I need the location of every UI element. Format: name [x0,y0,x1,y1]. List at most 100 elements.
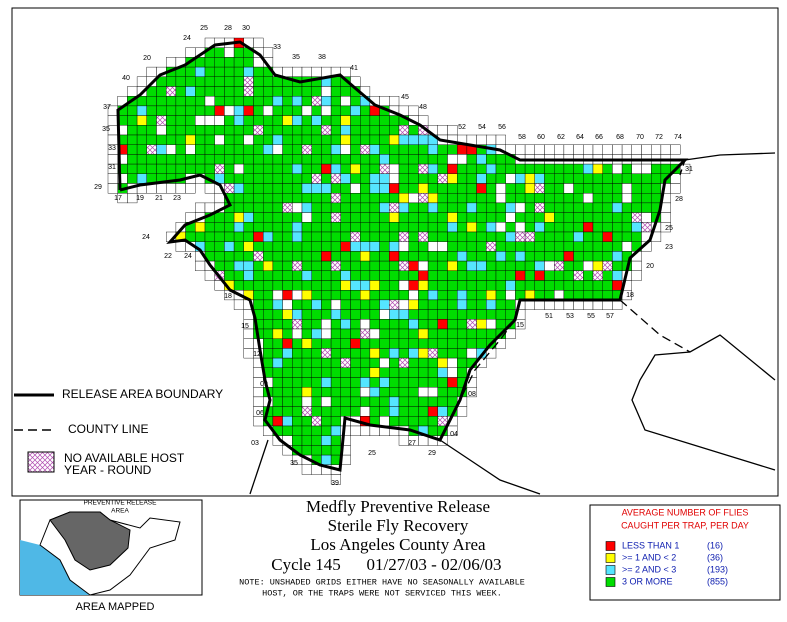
grid-label: 24 [183,35,191,42]
grid-label: 03 [251,440,259,447]
grid-cell [330,396,342,407]
grid-cell [350,231,361,242]
grid-cell [573,290,584,301]
grid-cell [651,144,662,155]
grid-cell [360,299,371,310]
grid-cell [282,309,293,320]
grid-cell [282,396,293,407]
grid-cell [292,183,303,194]
grid-cell [330,115,342,126]
grid-cell [486,222,497,233]
grid-cell [301,270,312,281]
grid-cell [486,251,497,262]
grid-cell [321,309,332,320]
legend-label: YEAR - ROUND [64,463,152,477]
grid-cell [204,95,215,107]
grid-cell [175,134,186,145]
grid-cell [330,367,342,378]
grid-cell [253,416,264,427]
grid-cell [321,396,332,407]
grid-cell [243,115,254,126]
title: Los Angeles County Area [310,535,486,554]
grid-cell [243,270,254,281]
grid-cell [495,134,506,145]
grid-cell [515,173,526,184]
grid-cell [515,319,526,330]
grid-cell [263,290,274,301]
grid-cell [156,115,167,126]
grid-cell [583,144,594,155]
grid-cell [418,348,429,359]
grid-cell [311,270,322,281]
grid-cell [321,95,332,107]
grid-cell [311,299,322,310]
grid-cell [340,251,351,262]
grid-cell [408,192,419,204]
grid-cell [427,328,439,339]
grid-labels: 25 28 30 33 35 38 41 45 48 20 24 40 37 35 33 31 29 17 19 21… [94,25,693,487]
grid-cell [437,212,448,223]
grid-cell [418,396,429,407]
grid-cell [272,280,283,291]
grid-cell [408,280,419,291]
grid-cell [389,338,400,349]
grid-cell [272,367,283,378]
grid-cell [495,338,506,349]
grid-cell [360,280,371,291]
grid-cell [185,95,196,107]
key-swatch [605,577,616,587]
grid-cell [224,183,235,194]
grid-cell [263,231,274,242]
grid-cell [369,387,380,398]
grid-cell [612,260,623,272]
grid-cell [301,299,312,310]
key-label: >= 2 AND < 3 [622,564,676,574]
grid-cell [301,396,312,407]
grid-cell [340,319,351,330]
grid-cell [427,338,439,349]
grid-cell [524,173,535,184]
grid-cell [311,183,322,194]
grid-cell [408,270,419,281]
grid-cell [311,367,322,378]
grid-cell [350,290,361,301]
grid-cell [340,309,351,320]
grid-cell [447,425,458,436]
grid-cell [282,319,293,330]
grid-cell [457,309,468,320]
grid-cell [156,86,167,97]
grid-cell [612,231,623,242]
grid-cell [495,173,506,184]
grid-cell [486,134,497,145]
grid-cell [369,231,380,242]
grid-cell [360,134,371,145]
grid-cell [563,144,574,155]
grid-cell [389,125,400,136]
grid-cell [301,144,312,155]
grid-label: 25 [665,225,673,232]
grid-cell [427,309,439,320]
grid-cell [282,202,293,213]
grid-cell [253,270,264,281]
grid-cell [379,387,390,398]
key-label: 3 OR MORE [622,576,673,586]
grid-cell [573,280,584,291]
grid-cell [495,299,506,310]
grid-cell [263,105,274,116]
grid-cell [321,144,332,155]
grid-cell [263,280,274,291]
grid-cell [447,309,458,320]
grid-label: 62 [557,134,565,141]
grid-cell [427,231,439,242]
grid-cell [204,134,215,145]
grid-cell [437,416,448,427]
grid-cell [292,144,303,155]
grid-cell [282,367,293,378]
grid-cell [282,163,293,175]
grid-cell [204,270,215,281]
grid-cell [524,222,535,233]
grid-cell [495,251,506,262]
grid-cell [360,309,371,320]
grid-cell [233,299,245,310]
grid-cell [321,367,332,378]
